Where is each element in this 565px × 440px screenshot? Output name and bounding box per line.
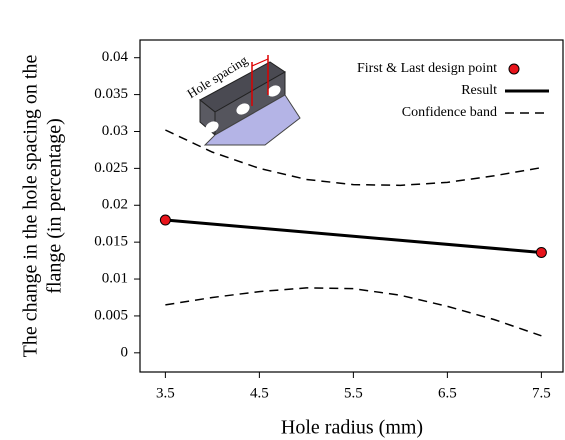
y-tick-label: 0.04 bbox=[102, 49, 129, 65]
x-tick-label: 3.5 bbox=[156, 385, 175, 401]
x-tick-label: 7.5 bbox=[532, 385, 551, 401]
legend-label: Confidence band bbox=[402, 105, 497, 120]
design-point bbox=[535, 246, 547, 258]
x-axis-label: Hole radius (mm) bbox=[281, 417, 423, 439]
y-axis-label: flange (in percentage) bbox=[44, 118, 66, 293]
plot-frame bbox=[139, 39, 564, 373]
x-tick-label: 6.5 bbox=[438, 385, 457, 401]
design-point bbox=[159, 214, 171, 226]
y-axis-label: The change in the hole spacing on the bbox=[20, 55, 42, 358]
y-tick-label: 0.005 bbox=[94, 307, 128, 323]
legend-marker bbox=[508, 63, 520, 75]
x-tick-label: 4.5 bbox=[250, 385, 269, 401]
legend-label: Result bbox=[461, 83, 497, 98]
y-tick-label: 0.01 bbox=[102, 270, 128, 286]
y-tick-label: 0.03 bbox=[102, 123, 128, 139]
result-line bbox=[165, 218, 542, 254]
y-tick-label: 0.025 bbox=[94, 160, 128, 176]
inset-figure bbox=[199, 55, 301, 146]
y-tick-label: 0 bbox=[121, 344, 129, 360]
confidence-band-lower bbox=[165, 287, 542, 337]
x-tick-label: 5.5 bbox=[344, 385, 363, 401]
y-tick-label: 0.035 bbox=[94, 86, 128, 102]
y-tick-label: 0.02 bbox=[102, 197, 128, 213]
legend-label: First & Last design point bbox=[357, 61, 497, 76]
confidence-band-upper bbox=[165, 129, 542, 187]
y-tick-label: 0.015 bbox=[94, 234, 128, 250]
